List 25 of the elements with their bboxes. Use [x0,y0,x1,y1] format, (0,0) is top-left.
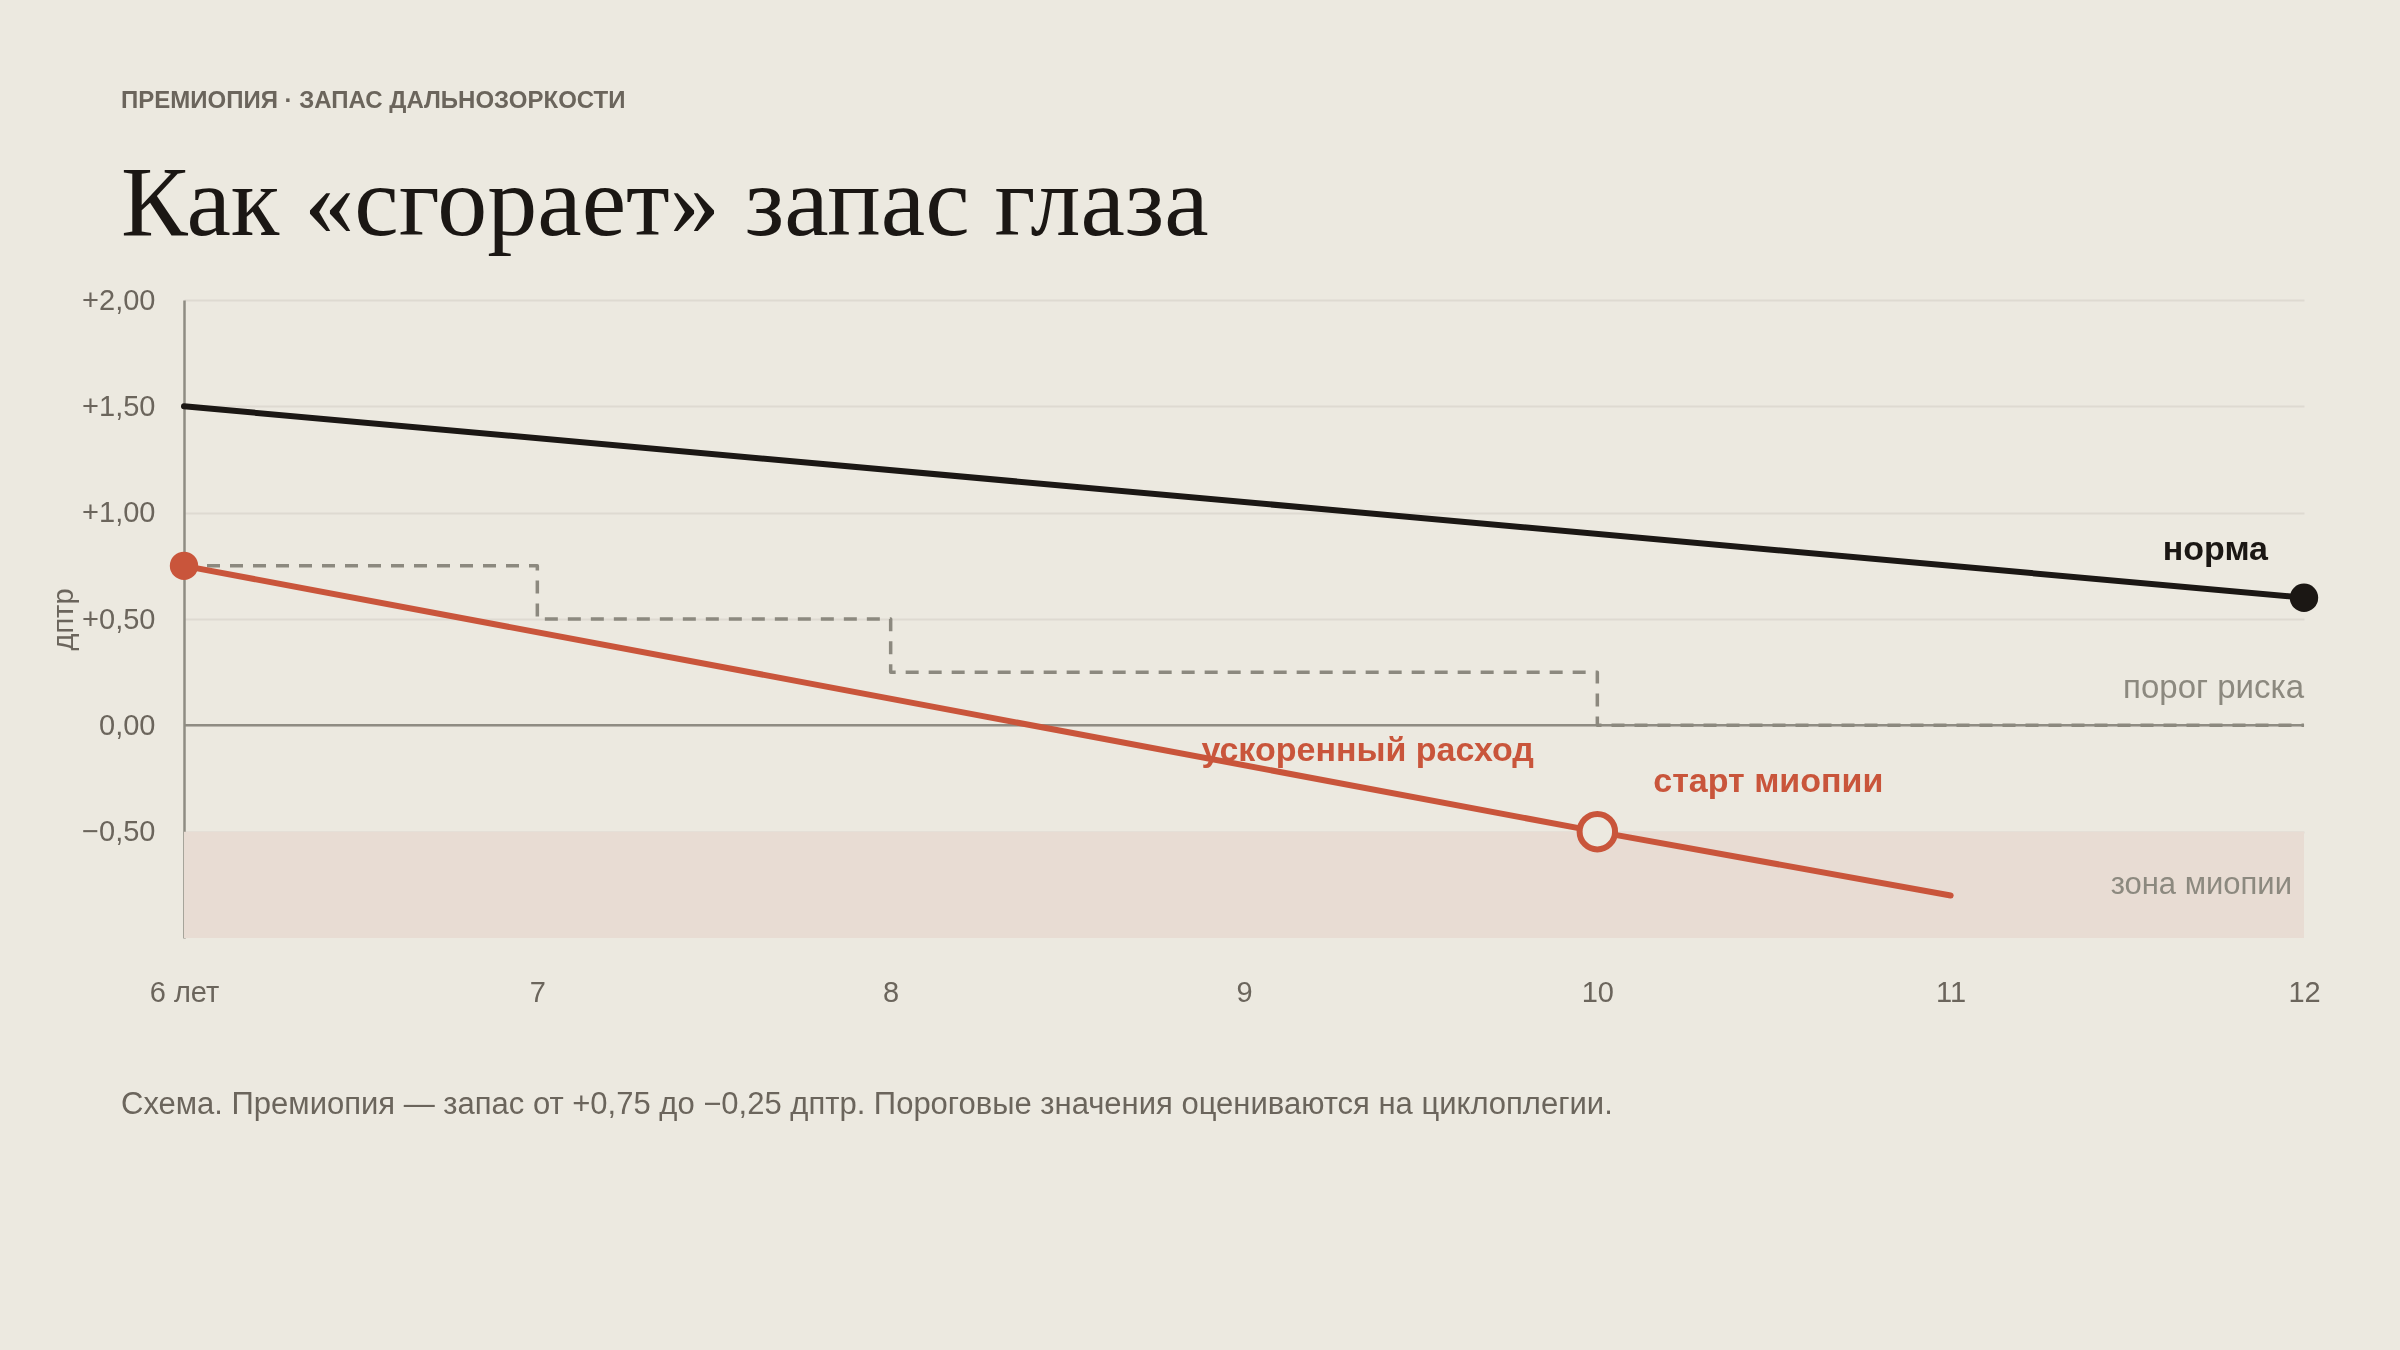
series-label: порог риска [2123,668,2305,706]
series-label: ускоренный расход [1201,730,1534,769]
point [1576,810,1619,853]
band-label: зона миопии [2110,865,2292,901]
x-tick-label: 8 [883,975,900,1008]
x-tick-label: 12 [2288,975,2321,1008]
point [169,551,199,580]
x-tick-label: 11 [1936,975,1967,1008]
text: Схема. Премиопия — запас от +0,75 до −0,25 дптр. Пороговые значения оцениваются на циклоплегии. [121,1086,1613,1121]
series-label: норма [2162,528,2270,567]
y-tick-label: +2,00 [82,283,156,316]
x-tick-label: 9 [1236,975,1253,1008]
x-tick-label: 7 [529,975,546,1008]
y-tick-label: +0,50 [82,602,156,635]
y-tick-label: +1,50 [82,389,156,422]
y-axis-title: дптр [47,588,80,651]
point [2289,583,2319,612]
x-tick-label: 6 лет [149,975,220,1008]
annotation: старт миопии [1653,760,1884,799]
x-tick-label: 10 [1581,975,1614,1008]
y-tick-label: 0,00 [99,708,156,741]
chart-subtitle: ПРЕМИОПИЯ · ЗАПАС ДАЛЬНОЗОРКОСТИ [121,86,626,113]
chart-title: Как «сгорает» запас глаза [121,146,1209,257]
y-tick-label: +1,00 [82,496,156,529]
y-tick-label: −0,50 [82,815,156,848]
